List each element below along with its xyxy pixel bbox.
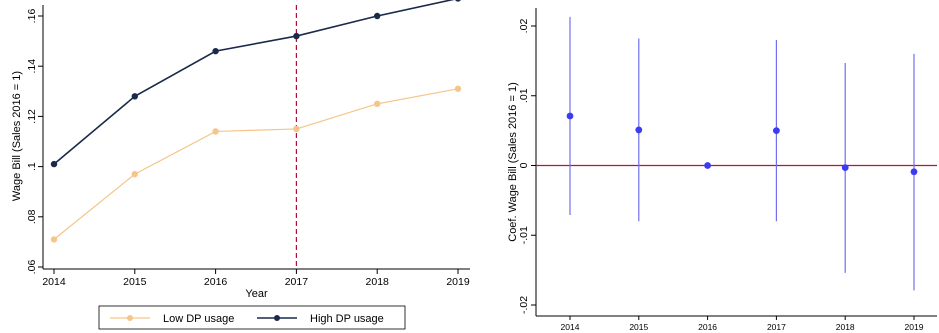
data-point-high-dp-usage <box>293 32 300 40</box>
coefficient-point <box>566 112 574 120</box>
left-y-tick-label: .14 <box>26 59 38 74</box>
right-x-tick-label: 2014 <box>561 322 580 332</box>
right-y-tick-label: 0 <box>518 162 530 168</box>
data-point-high-dp-usage <box>212 47 219 55</box>
coefficient-point <box>910 168 918 176</box>
coefficient-point <box>773 127 780 135</box>
left-y-tick-label: .06 <box>26 260 38 275</box>
right-chart: -.02 -.01 0 .01 .02 2014 2015 2016 2017 2018 2019… <box>507 8 937 332</box>
data-point-low-dp-usage <box>50 236 58 243</box>
legend-box <box>98 305 406 330</box>
left-chart: .06.08.1.12.14.16 2014 2015 2016 2017 2018 20… <box>11 0 470 330</box>
coefficient-point <box>635 126 643 134</box>
left-x-axis-label: Year <box>245 288 268 300</box>
left-series-group <box>50 0 462 243</box>
coefficient-point <box>841 164 849 171</box>
data-point-high-dp-usage <box>374 12 381 20</box>
data-point-low-dp-usage <box>131 170 138 178</box>
coefficient-point <box>704 162 711 169</box>
legend-low-label: Low DP usage <box>163 313 234 325</box>
left-x-tick-label: 2019 <box>446 276 470 288</box>
right-x-tick-label: 2015 <box>629 322 648 332</box>
right-y-tick-label: -.02 <box>518 296 530 314</box>
left-y-ticks: .06 .08 .1 .12 .14 .16 <box>26 9 43 275</box>
right-y-axis-label: Coef. Wage Bill (Sales 2016 = 1) <box>507 82 519 241</box>
legend-low-marker <box>127 315 133 321</box>
left-y-tick-label: .16 <box>26 9 38 24</box>
data-point-high-dp-usage <box>50 160 58 168</box>
right-x-tick-label: 2018 <box>836 322 855 332</box>
data-point-low-dp-usage <box>293 125 300 133</box>
data-point-high-dp-usage <box>131 93 138 100</box>
data-point-high-dp-usage <box>455 0 461 2</box>
data-point-low-dp-usage <box>374 100 381 108</box>
left-y-tick-label: .12 <box>26 109 38 124</box>
right-x-ticks: 2014 2015 2016 2017 2018 2019 <box>561 316 924 332</box>
data-point-low-dp-usage <box>454 85 462 92</box>
coefficient-points-group <box>566 16 918 291</box>
left-y-axis-label: Wage Bill (Sales 2016 = 1) <box>11 71 23 201</box>
legend: Low DP usage High DP usage <box>98 305 406 330</box>
left-y-tick-label: .08 <box>26 209 38 224</box>
left-x-tick-label: 2018 <box>366 276 390 288</box>
left-x-tick-label: 2016 <box>204 276 228 288</box>
right-y-tick-label: .02 <box>518 19 530 34</box>
series-line-low-dp-usage <box>53 88 459 240</box>
right-x-tick-label: 2017 <box>767 322 786 332</box>
left-x-tick-label: 2015 <box>123 276 147 288</box>
left-x-ticks: 2014 2015 2016 2017 2018 2019 <box>42 269 470 288</box>
right-y-tick-label: .01 <box>518 88 530 103</box>
right-x-tick-label: 2016 <box>698 322 717 332</box>
right-x-tick-label: 2019 <box>905 322 924 332</box>
left-x-tick-label: 2017 <box>285 276 309 288</box>
left-x-tick-label: 2014 <box>42 276 66 288</box>
series-line-high-dp-usage <box>53 0 455 165</box>
left-y-tick-label: .1 <box>26 162 38 171</box>
legend-high-marker <box>274 315 280 321</box>
legend-high-label: High DP usage <box>310 313 384 325</box>
right-y-ticks: -.02 -.01 0 .01 .02 <box>518 19 536 314</box>
right-y-tick-label: -.01 <box>518 226 530 244</box>
data-point-low-dp-usage <box>212 128 219 135</box>
